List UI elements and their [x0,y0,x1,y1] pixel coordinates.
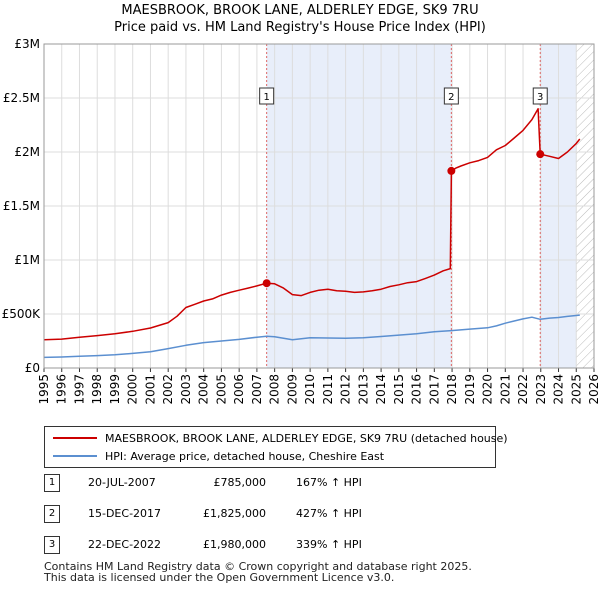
sale-number-badge: 3 [44,536,60,554]
sale-marker-box [532,87,548,105]
x-tick-label: 2007 [250,374,264,405]
x-tick-label: 2014 [374,374,388,405]
legend-label-hpi: HPI: Average price, detached house, Ches… [105,449,385,463]
sale-marker-label: 1 [263,92,269,103]
property-price-line [43,108,581,341]
x-tick-label: 2022 [516,374,530,405]
x-tick-label: 2002 [161,374,175,405]
x-tick-label: 2001 [143,374,157,405]
sale-hpi-change: 167% ↑ HPI [296,476,362,489]
sale-point [447,166,456,175]
sale-marker-box [259,87,275,105]
footer-licence: This data is licensed under the Open Gov… [44,571,395,584]
x-tick-label: 1999 [108,374,122,405]
sale-marker-label: 2 [448,92,454,103]
legend-swatch-hpi [53,455,97,457]
x-tick-label: 2005 [214,374,228,405]
hpi-line [43,314,580,359]
chart-title: MAESBROOK, BROOK LANE, ALDERLEY EDGE, SK… [121,3,478,18]
sale-number-badge: 2 [44,505,60,523]
x-tick-label: 1997 [72,374,86,405]
x-tick-label: 2026 [587,374,600,405]
sale-point [262,279,271,288]
sale-row: 1 20-JUL-2007 £785,000 167% ↑ HPI [44,474,564,492]
x-tick-label: 2017 [427,374,441,405]
sale-price: £1,980,000 [203,538,266,551]
x-tick-label: 2019 [463,374,477,405]
x-tick-label: 1995 [37,374,51,405]
x-tick-label: 2009 [285,374,299,405]
price-chart: MAESBROOK, BROOK LANE, ALDERLEY EDGE, SK… [2,3,600,405]
x-tick-label: 2006 [232,374,246,405]
legend-item-property: MAESBROOK, BROOK LANE, ALDERLEY EDGE, SK… [53,430,508,446]
y-tick-label: £2.5M [3,91,40,105]
legend: MAESBROOK, BROOK LANE, ALDERLEY EDGE, SK… [44,426,508,468]
sale-marker-box [443,87,459,105]
legend-item-hpi: HPI: Average price, detached house, Ches… [53,448,384,464]
sale-date: 15-DEC-2017 [88,507,162,520]
sale-date: 22-DEC-2022 [88,538,162,551]
sale-date: 20-JUL-2007 [88,476,156,489]
sale-hpi-change: 339% ↑ HPI [296,538,362,551]
x-tick-label: 2008 [268,374,282,405]
y-tick-label: £1.5M [3,199,40,213]
x-tick-label: 2024 [552,374,566,405]
x-tick-label: 2018 [445,374,459,405]
y-tick-label: £1M [14,253,40,267]
sale-row: 2 15-DEC-2017 £1,825,000 427% ↑ HPI [44,505,564,523]
legend-label-property: MAESBROOK, BROOK LANE, ALDERLEY EDGE, SK… [105,431,508,445]
x-tick-label: 2011 [321,374,335,405]
sale-row: 3 22-DEC-2022 £1,980,000 339% ↑ HPI [44,536,564,554]
x-tick-label: 2015 [392,374,406,405]
x-tick-label: 2012 [339,374,353,405]
sale-marker-label: 3 [537,92,543,103]
x-tick-label: 2003 [179,374,193,405]
sale-point [536,150,545,159]
x-tick-label: 2023 [534,374,548,405]
y-tick-label: £0 [25,361,40,375]
sale-price: £1,825,000 [203,507,266,520]
x-tick-label: 2020 [481,374,495,405]
x-tick-label: 2021 [498,374,512,405]
footer: Contains HM Land Registry data © Crown c… [44,561,472,583]
x-tick-label: 2000 [126,374,140,405]
sale-price: £785,000 [213,476,267,489]
footer-copyright: Contains HM Land Registry data © Crown c… [44,560,472,573]
x-tick-label: 2004 [197,374,211,405]
sale-hpi-change: 427% ↑ HPI [296,507,362,520]
x-tick-label: 2016 [410,374,424,405]
x-tick-label: 2025 [569,374,583,405]
x-tick-label: 2010 [303,374,317,405]
x-tick-label: 1996 [55,374,69,405]
chart-subtitle: Price paid vs. HM Land Registry's House … [114,20,486,35]
y-tick-label: £500K [2,307,42,321]
legend-swatch-property [53,437,97,439]
y-tick-label: £2M [14,145,40,159]
y-tick-label: £3M [14,37,40,51]
x-tick-label: 1998 [90,374,104,405]
plot-frame [43,43,595,369]
sale-number-badge: 1 [44,474,60,492]
x-tick-label: 2013 [356,374,370,405]
